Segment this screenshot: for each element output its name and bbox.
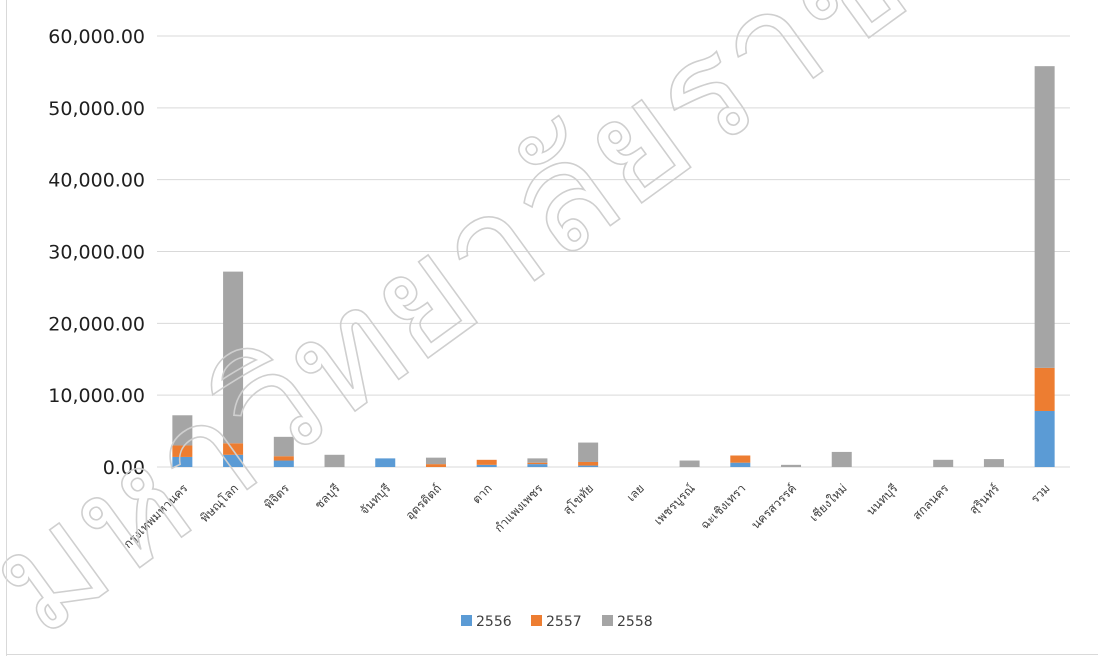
- y-tick-label: 50,000.00: [48, 98, 145, 120]
- y-tick-label: 0.00: [103, 457, 145, 479]
- bar-segment: [1034, 367, 1055, 411]
- x-tick-label: นนทบุรี: [864, 481, 902, 519]
- bar-segment: [831, 451, 852, 467]
- bar-segment: [172, 415, 193, 446]
- x-tick-label: สุโขทัย: [560, 481, 597, 518]
- bar-segment: [578, 461, 599, 466]
- legend-swatch: [461, 615, 472, 626]
- bar-segment: [781, 464, 802, 467]
- bar-segment: [273, 460, 294, 467]
- legend-label: 2557: [546, 614, 582, 630]
- bar-segment: [324, 454, 345, 467]
- x-tick-label: จันทบุรี: [357, 481, 394, 518]
- x-tick-label: เชียงใหม่: [807, 481, 850, 524]
- bar-segment: [1034, 66, 1055, 368]
- frame-border: [6, 654, 1098, 655]
- x-tick-label: กำแพงเพชร: [492, 481, 546, 535]
- bar-segment: [223, 443, 244, 455]
- bar-segment: [273, 436, 294, 457]
- bar-segment: [425, 464, 446, 467]
- legend-swatch: [602, 615, 613, 626]
- legend: 2556 2557 2558: [461, 614, 653, 630]
- bar-segment: [679, 460, 700, 467]
- bar-segment: [172, 445, 193, 457]
- y-tick-label: 60,000.00: [48, 26, 145, 48]
- x-tick-label: เพชรบูรณ์: [651, 481, 698, 528]
- x-tick-label: เลย: [624, 481, 647, 504]
- bar-segment: [223, 271, 244, 444]
- x-tick-label: รวม: [1028, 481, 1053, 506]
- bar-segment: [527, 458, 548, 463]
- bar-segment: [730, 462, 751, 467]
- y-tick-label: 30,000.00: [48, 242, 145, 264]
- legend-label: 2556: [476, 614, 512, 630]
- bar-segment: [578, 465, 599, 467]
- bar-segment: [273, 456, 294, 461]
- bar-segment: [730, 455, 751, 463]
- gridlines: [157, 35, 1070, 468]
- bar-segment: [476, 459, 497, 465]
- x-tick-label: นครสวรรค์: [748, 481, 799, 532]
- bar-segment: [527, 464, 548, 467]
- x-tick-label: ฉะเชิงเทรา: [698, 481, 749, 532]
- bar-segment: [527, 462, 548, 465]
- y-axis-ticks: 0.00 10,000.00 20,000.00 30,000.00 40,000.00…: [48, 26, 145, 479]
- bars: [172, 66, 1055, 467]
- legend-swatch: [531, 615, 542, 626]
- bar-segment: [1034, 410, 1055, 467]
- x-tick-label: ตาก: [470, 481, 495, 506]
- y-tick-label: 20,000.00: [48, 313, 145, 335]
- bar-segment: [223, 454, 244, 467]
- bar-segment: [425, 457, 446, 465]
- frame-border: [6, 0, 7, 656]
- bar-segment: [578, 442, 599, 462]
- x-tick-label: สุรินทร์: [966, 481, 1003, 518]
- x-tick-label: ชลบุรี: [312, 481, 344, 513]
- x-tick-label: อุตรดิตถ์: [403, 481, 445, 523]
- legend-label: 2558: [617, 614, 653, 630]
- bar-segment: [172, 456, 193, 467]
- bar-segment: [375, 458, 396, 467]
- y-tick-label: 10,000.00: [48, 385, 145, 407]
- bar-segment: [983, 459, 1004, 467]
- y-tick-label: 40,000.00: [48, 170, 145, 192]
- bar-segment: [476, 464, 497, 467]
- x-tick-label: สกลนคร: [910, 481, 952, 523]
- bar-segment: [933, 459, 954, 467]
